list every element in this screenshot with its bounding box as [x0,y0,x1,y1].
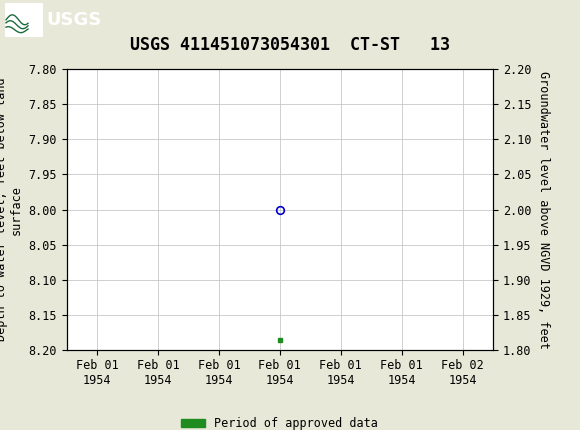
Text: USGS: USGS [46,11,102,29]
Y-axis label: Groundwater level above NGVD 1929, feet: Groundwater level above NGVD 1929, feet [536,71,550,349]
Legend: Period of approved data: Period of approved data [177,412,383,430]
Text: USGS 411451073054301  CT-ST   13: USGS 411451073054301 CT-ST 13 [130,36,450,54]
Y-axis label: Depth to water level, feet below land
surface: Depth to water level, feet below land su… [0,78,23,341]
Bar [5,3,43,37]
